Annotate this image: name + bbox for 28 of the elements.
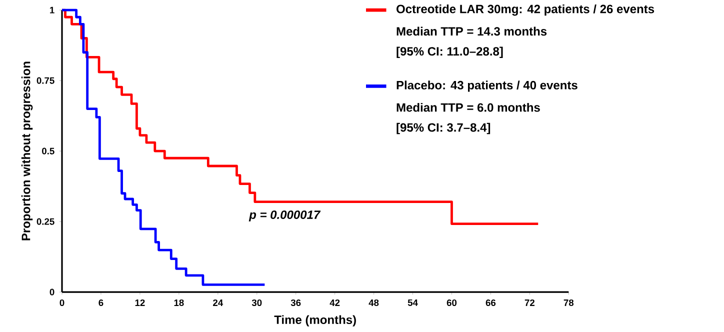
annotation: Median TTP = 6.0 months bbox=[396, 102, 540, 112]
x-tick-label: 30 bbox=[252, 299, 262, 306]
x-tick-label: 6 bbox=[98, 299, 104, 306]
x-tick-label: 66 bbox=[486, 299, 496, 306]
x-tick-label: 36 bbox=[290, 299, 301, 306]
y-tick-label: 1 bbox=[50, 6, 54, 14]
x-tick-label: 42 bbox=[330, 299, 340, 306]
annotation: Median TTP = 14.3 months bbox=[396, 26, 547, 36]
y-tick-label: 0.75 bbox=[36, 77, 54, 84]
x-tick-label: 18 bbox=[174, 299, 184, 306]
legend-label: Placebo: 43 patients / 40 events bbox=[396, 80, 578, 92]
y-tick-label: 0 bbox=[50, 288, 54, 296]
annotation: [95% CI: 11.0–28.8] bbox=[396, 46, 503, 58]
y-axis-title: Proportion without progression bbox=[21, 62, 33, 240]
legend-label: Octreotide LAR 30mg: 42 patients / 26 events bbox=[396, 4, 654, 16]
x-tick-label: 12 bbox=[135, 299, 145, 306]
y-tick-label: 0.25 bbox=[36, 218, 54, 225]
annotation: [95% CI: 3.7–8.4] bbox=[396, 122, 490, 134]
y-tick-label: 0.5 bbox=[42, 148, 54, 154]
x-tick-label: 54 bbox=[408, 299, 418, 306]
x-tick-label: 60 bbox=[446, 299, 457, 306]
x-tick-label: 78 bbox=[564, 299, 574, 306]
x-axis-title: Time (months) bbox=[274, 315, 356, 326]
x-tick-label: 0 bbox=[60, 299, 64, 306]
x-tick-label: 24 bbox=[213, 299, 224, 306]
x-tick-label: 72 bbox=[524, 299, 534, 306]
x-tick-label: 48 bbox=[368, 299, 379, 306]
annotation: p = 0.000017 bbox=[248, 210, 321, 222]
